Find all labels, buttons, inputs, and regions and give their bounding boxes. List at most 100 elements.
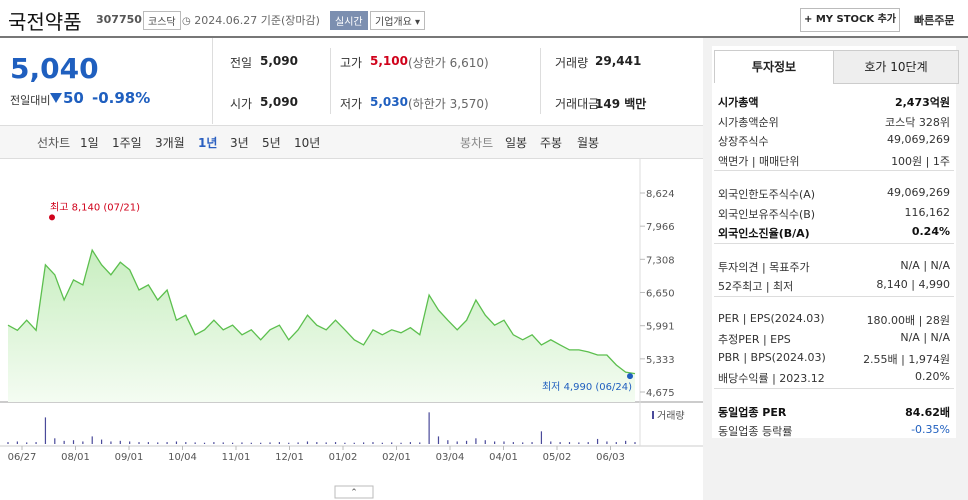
candle-period[interactable]: 주봉 — [540, 136, 563, 150]
volume-bar — [381, 442, 383, 444]
x-tick-label: 03/04 — [436, 452, 465, 463]
info-row: 52주최고 | 최저 8,140 | 4,990 — [714, 278, 950, 296]
sidebar-panel — [712, 46, 956, 438]
info-row: PER | EPS(2024.03) 180.00배 | 28원 — [714, 312, 950, 330]
info-label: 동일업종 등락률 — [718, 425, 793, 438]
x-tick-label: 09/01 — [115, 452, 144, 463]
summary-value: 5,090 — [260, 54, 298, 68]
info-row: PBR | BPS(2024.03) 2.55배 | 1,974원 — [714, 351, 950, 369]
line-chart-label: 선차트 — [37, 136, 71, 150]
mystock-button[interactable]: + MY STOCK 추가 — [800, 8, 900, 32]
y-tick-label: 7,308 — [646, 255, 675, 266]
volume-bar — [147, 442, 149, 444]
volume-bar — [596, 438, 599, 444]
info-label: 외국인소진율(B/A) — [718, 227, 810, 240]
volume-bar — [54, 438, 56, 444]
volume-bar — [391, 442, 393, 444]
period[interactable]: 10년 — [294, 136, 321, 150]
volume-bar — [606, 441, 608, 444]
group-rule — [714, 387, 954, 389]
divider — [540, 48, 541, 114]
info-value: 100원 | 1주 — [891, 154, 950, 168]
change: 50 — [63, 89, 84, 107]
tab-active[interactable]: 투자정보 — [714, 50, 834, 83]
group-rule — [714, 295, 954, 297]
volume-bar — [634, 442, 636, 444]
volume-bar — [316, 442, 318, 444]
high-dot — [49, 214, 55, 221]
volume-bar — [447, 440, 449, 444]
volume-bar — [166, 442, 168, 444]
volume-bar — [615, 442, 617, 444]
volume-bar — [100, 439, 103, 444]
quick-order[interactable]: 빠른주문 — [914, 14, 955, 27]
x-tick-label: 12/01 — [275, 452, 304, 463]
period[interactable]: 1년 — [198, 136, 218, 150]
x-tick-label: 08/01 — [61, 452, 90, 463]
volume-bar — [363, 442, 365, 444]
summary-label: 거래량 — [555, 56, 589, 70]
date-text: 2024.06.27 — [194, 14, 258, 27]
divider — [330, 48, 331, 114]
info-value: 코스닥 328위 — [885, 115, 950, 129]
info-label: 외국인한도주식수(A) — [718, 188, 816, 201]
volume-bar — [110, 441, 112, 444]
info-value: N/A | N/A — [900, 258, 950, 272]
candle-period[interactable]: 일봉 — [505, 136, 528, 150]
volume-bar — [559, 442, 561, 444]
x-tick-label: 10/04 — [168, 452, 197, 463]
summary-value: 5,090 — [260, 95, 298, 109]
tab[interactable]: 호가 10단계 — [833, 50, 959, 84]
volume-bar — [82, 441, 84, 444]
volume-bar — [334, 442, 337, 444]
down-triangle — [50, 93, 62, 103]
summary-label: 전일 — [230, 56, 253, 70]
volume-bar — [522, 442, 524, 444]
info-value: 180.00배 | 28원 — [866, 313, 950, 327]
period[interactable]: 3개월 — [155, 136, 185, 150]
info-label: 시가총액순위 — [718, 115, 779, 129]
info-row: 투자의견 | 목표주가 N/A | N/A — [714, 259, 950, 277]
volume-bar — [26, 442, 28, 444]
period[interactable]: 1주일 — [112, 136, 142, 150]
volume-label: 거래량 — [657, 410, 685, 422]
info-label: 52주최고 | 최저 — [718, 280, 794, 293]
x-tick-label: 06/03 — [596, 452, 625, 463]
volume-bar — [222, 442, 224, 444]
volume-bar — [437, 436, 440, 444]
period[interactable]: 3년 — [230, 136, 249, 150]
info-value: 0.20% — [915, 370, 950, 383]
period[interactable]: 1일 — [80, 136, 99, 150]
volume-bar — [35, 442, 37, 444]
current-price: 5,040 — [10, 52, 99, 85]
volume-bar — [512, 442, 514, 444]
info-label: 추정PER | EPS — [718, 333, 791, 346]
info-value: 0.24% — [911, 225, 950, 238]
volume-bar — [72, 440, 75, 444]
realtime-badge[interactable]: 실시간 — [330, 11, 368, 30]
candle-period[interactable]: 월봉 — [577, 136, 600, 150]
info-row: 추정PER | EPS N/A | N/A — [714, 331, 950, 349]
market-badge: 코스닥 — [143, 11, 181, 30]
volume-bar — [475, 438, 477, 444]
collapse-button[interactable] — [334, 485, 374, 499]
price-line — [7, 248, 636, 375]
info-label: PER | EPS(2024.03) — [718, 311, 825, 325]
volume-bar — [494, 441, 496, 444]
info-value: 49,069,269 — [887, 133, 950, 146]
volume-bar — [465, 440, 468, 444]
volume-bar — [278, 442, 280, 444]
low-dot — [627, 373, 633, 380]
info-label: 상장주식수 — [718, 135, 769, 148]
volume-bar — [400, 442, 402, 444]
x-tick-label: 02/01 — [382, 452, 411, 463]
volume-bar — [119, 440, 121, 444]
period[interactable]: 5년 — [262, 136, 281, 150]
info-label: 외국인보유주식수(B) — [718, 207, 816, 221]
volume-bar — [353, 442, 355, 444]
summary-extra: (상한가 6,610) — [408, 56, 489, 70]
volume-bar — [269, 442, 271, 444]
info-row: 외국인소진율(B/A) 0.24% — [714, 225, 950, 243]
company-button[interactable]: 기업개요 ▾ — [370, 11, 426, 30]
volume-bar — [587, 442, 589, 444]
